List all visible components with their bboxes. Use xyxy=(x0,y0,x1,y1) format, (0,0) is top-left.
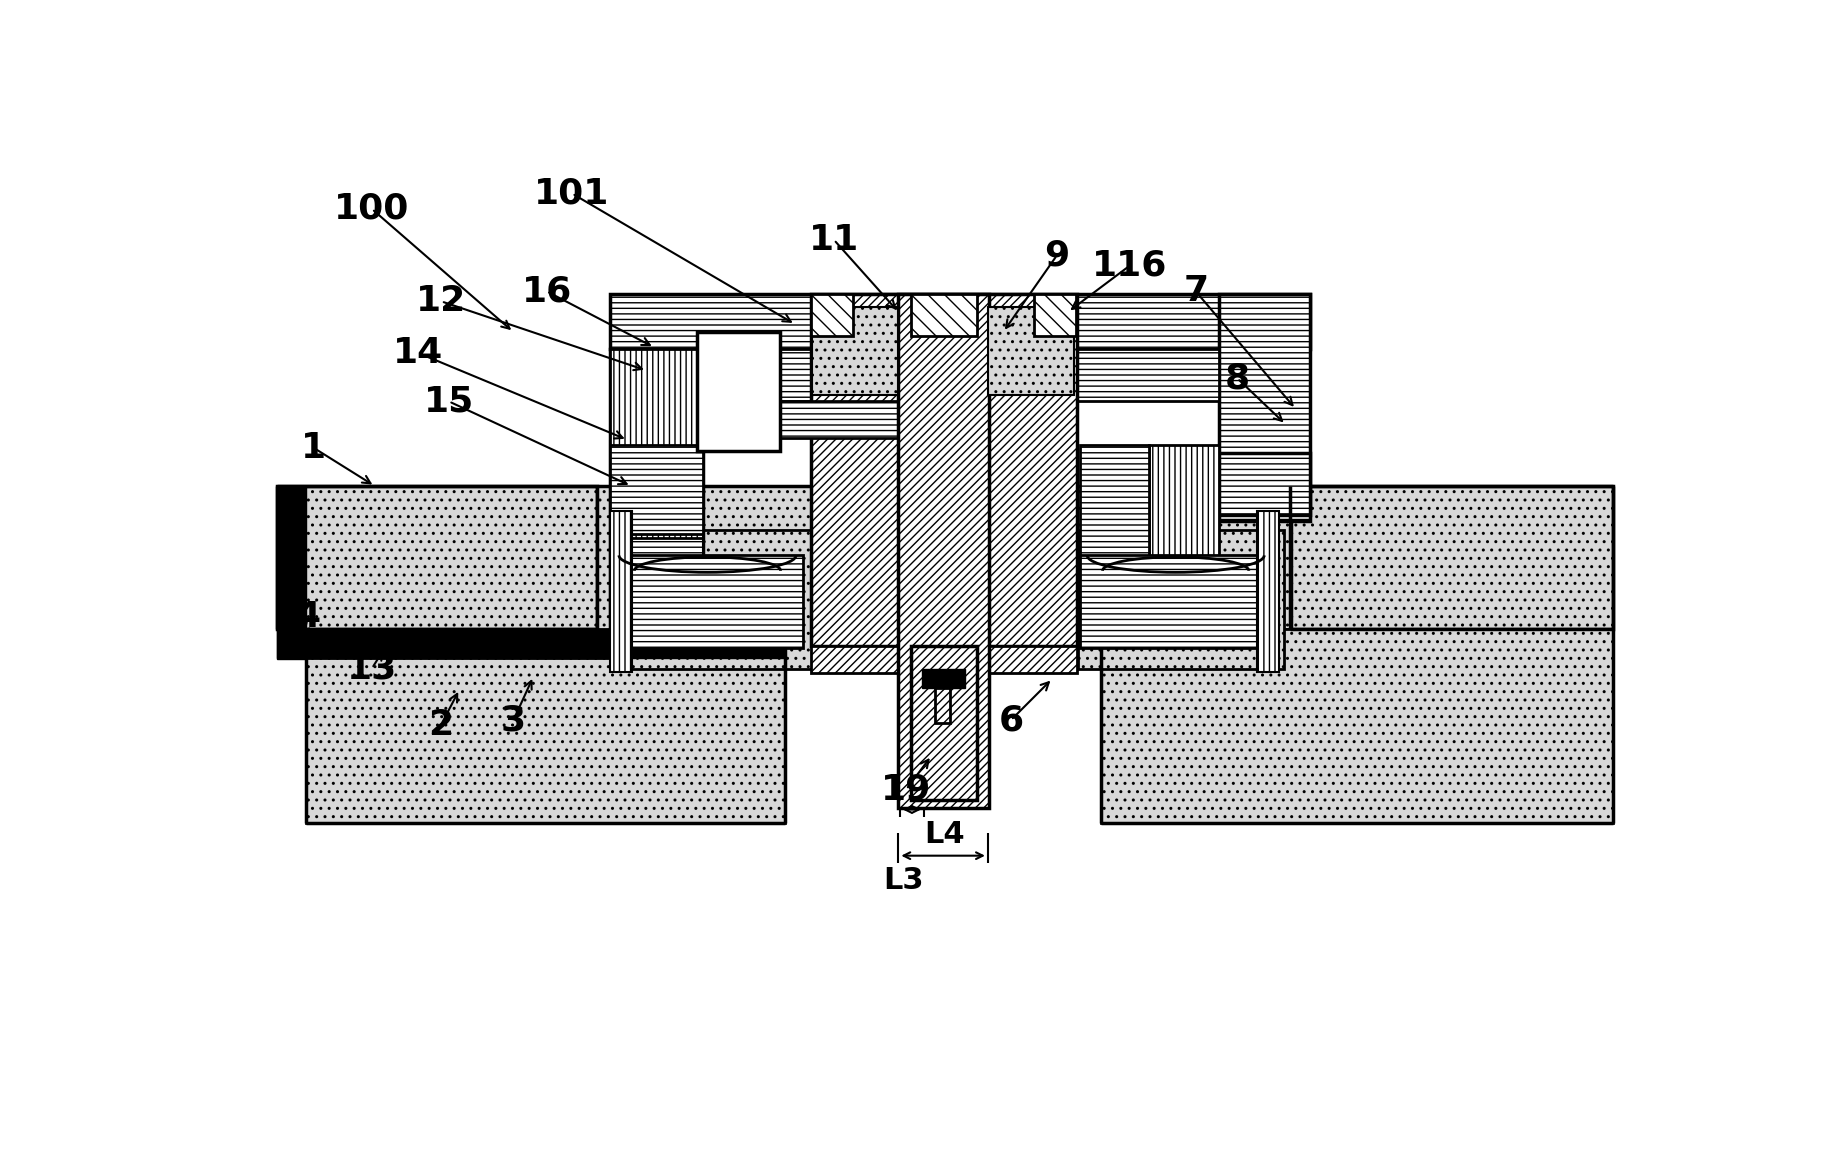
Bar xyxy=(1081,446,1149,622)
Bar xyxy=(278,486,306,660)
Text: 7: 7 xyxy=(1184,274,1208,308)
Bar xyxy=(306,657,786,823)
Text: 101: 101 xyxy=(534,176,609,211)
Bar xyxy=(1101,628,1613,823)
Text: L3: L3 xyxy=(884,867,924,895)
Bar xyxy=(989,307,1073,395)
Bar xyxy=(1257,510,1279,673)
Text: 3: 3 xyxy=(501,703,527,737)
Text: 6: 6 xyxy=(998,703,1024,737)
Text: L4: L4 xyxy=(924,820,965,849)
Text: 8: 8 xyxy=(1224,361,1250,395)
Bar xyxy=(611,510,631,673)
Text: 116: 116 xyxy=(1092,249,1167,283)
Bar xyxy=(278,628,786,657)
Bar xyxy=(810,294,1077,647)
Bar xyxy=(696,332,781,452)
Bar xyxy=(898,294,989,808)
Bar xyxy=(812,307,898,395)
Bar xyxy=(611,530,812,669)
Bar xyxy=(1077,530,1285,669)
Text: 2: 2 xyxy=(429,708,453,742)
Text: 100: 100 xyxy=(333,192,409,226)
Bar xyxy=(611,446,703,534)
Bar xyxy=(611,294,1309,349)
Text: 15: 15 xyxy=(423,385,473,419)
Bar xyxy=(611,441,703,619)
Text: 11: 11 xyxy=(808,222,860,256)
Bar xyxy=(278,486,596,628)
Text: 12: 12 xyxy=(416,285,466,319)
Bar xyxy=(1291,486,1613,628)
Bar xyxy=(911,647,978,800)
Bar xyxy=(911,294,978,336)
Text: 14: 14 xyxy=(392,336,444,370)
Text: 4: 4 xyxy=(295,600,320,634)
Text: 16: 16 xyxy=(521,274,573,308)
Bar xyxy=(703,401,965,439)
Text: 13: 13 xyxy=(346,652,398,686)
Bar xyxy=(1219,294,1309,521)
Bar xyxy=(611,555,803,648)
Bar xyxy=(596,486,1291,628)
Bar xyxy=(1149,446,1219,622)
Bar xyxy=(611,349,703,537)
Bar xyxy=(810,294,852,336)
Bar xyxy=(1035,294,1077,336)
Text: 1: 1 xyxy=(300,430,326,465)
Text: 19: 19 xyxy=(882,773,932,807)
Bar xyxy=(810,647,1077,673)
Bar xyxy=(703,349,1219,401)
Text: 9: 9 xyxy=(1044,238,1070,272)
Bar xyxy=(1081,555,1270,648)
Bar xyxy=(1219,453,1309,515)
Bar xyxy=(611,349,703,628)
Bar xyxy=(922,669,965,688)
Bar xyxy=(935,688,950,723)
